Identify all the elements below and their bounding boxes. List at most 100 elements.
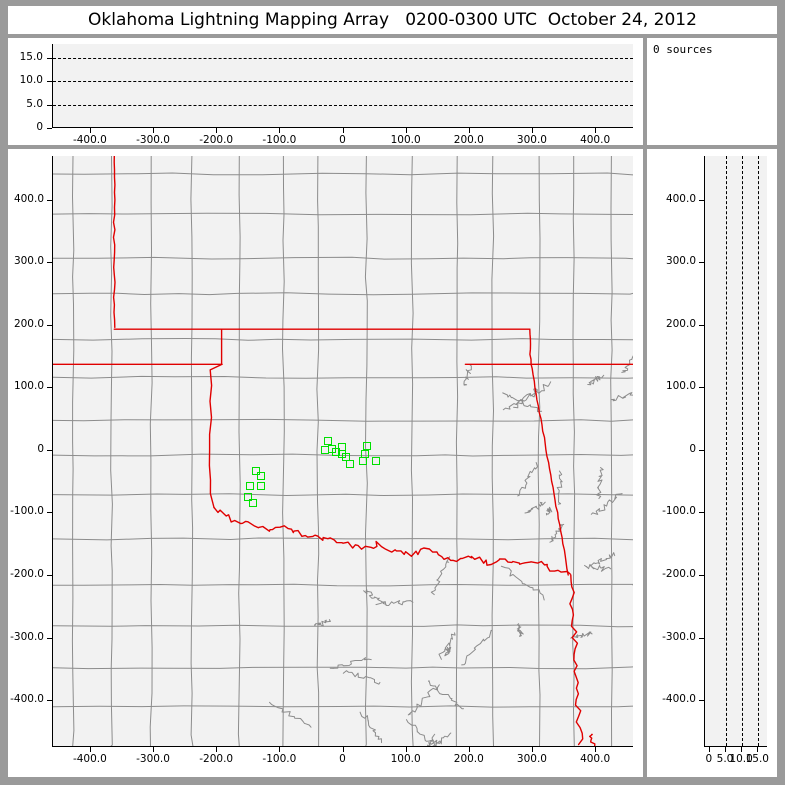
axis-tick-mark — [89, 747, 91, 752]
y-tick-label: -100.0 — [662, 505, 696, 518]
gridline — [53, 104, 633, 106]
axis-tick-mark — [279, 128, 281, 133]
axis-tick-mark — [757, 747, 759, 752]
east-west-height-panel: -400.0 -300.0 -200.0 -100.0 0 100.0 200.0 300.0… — [647, 149, 777, 777]
y-tick-label: -300.0 — [662, 630, 696, 643]
axis-tick-mark — [47, 128, 52, 129]
page-title: Oklahoma Lightning Mapping Array 0200-03… — [88, 10, 697, 30]
axis-tick-mark — [699, 199, 704, 201]
axis-tick-mark — [595, 128, 597, 133]
source-marker — [345, 460, 354, 469]
axis-tick-mark — [279, 747, 281, 752]
gridline — [742, 156, 744, 746]
axis-tick-mark — [47, 449, 52, 451]
x-tick-label: -400.0 — [72, 134, 107, 146]
y-tick-label: -200.0 — [10, 568, 44, 581]
axis-tick-mark — [405, 128, 407, 133]
axis-tick-mark — [47, 637, 52, 639]
x-tick-label: -200.0 — [199, 753, 234, 765]
axis-tick-mark — [47, 575, 52, 577]
axis-tick-mark — [699, 449, 704, 451]
y-tick-label: -200.0 — [662, 568, 696, 581]
x-tick-label: -300.0 — [136, 753, 170, 765]
x-tick-label: 300.0 — [516, 134, 547, 146]
map-panel: -400.0 -300.0 -200.0 -100.0 0 100.0 200.0 300.0… — [8, 149, 643, 777]
x-tick-label: 10.0 — [729, 753, 753, 765]
source-marker — [359, 457, 368, 466]
source-marker — [246, 481, 255, 490]
axis-tick-mark — [699, 262, 704, 264]
y-tick-label: 5.0 — [26, 97, 43, 110]
x-tick-label: 300.0 — [516, 753, 547, 765]
y-tick-label: 300.0 — [13, 255, 44, 268]
source-count-label: 0 sources — [653, 43, 713, 56]
axis-tick-mark — [89, 128, 91, 133]
x-tick-label: -200.0 — [199, 134, 234, 146]
source-marker — [362, 441, 371, 450]
axis-tick-mark — [699, 512, 704, 514]
x-tick-label: -300.0 — [136, 134, 170, 146]
source-marker — [249, 499, 258, 508]
axis-tick-mark — [699, 700, 704, 702]
axis-tick-mark — [468, 747, 470, 752]
y-tick-label: 400.0 — [665, 192, 696, 205]
x-tick-label: 200.0 — [453, 134, 484, 146]
x-tick-label: 100.0 — [390, 134, 421, 146]
axis-tick-mark — [699, 387, 704, 389]
x-tick-label: 15.0 — [745, 753, 769, 765]
east-west-height-plot-area[interactable] — [704, 156, 767, 747]
source-marker — [331, 448, 340, 457]
axis-tick-mark — [153, 747, 155, 752]
axis-tick-mark — [153, 128, 155, 133]
title-bar: Oklahoma Lightning Mapping Array 0200-03… — [8, 6, 777, 34]
axis-tick-mark — [342, 128, 344, 133]
y-tick-label: 400.0 — [13, 192, 44, 205]
y-tick-label: -400.0 — [662, 693, 696, 706]
axis-tick-mark — [342, 747, 344, 752]
axis-tick-mark — [468, 128, 470, 133]
x-tick-label: 0 — [339, 134, 346, 146]
axis-tick-mark — [595, 747, 597, 752]
axis-tick-mark — [47, 104, 52, 106]
map-plot-area[interactable] — [52, 156, 633, 747]
axis-tick-mark — [47, 262, 52, 264]
axis-tick-mark — [741, 747, 743, 752]
y-tick-label: 0 — [36, 121, 43, 133]
axis-tick-mark — [47, 512, 52, 514]
axis-tick-mark — [216, 128, 218, 133]
y-tick-label: 200.0 — [665, 317, 696, 330]
y-tick-label: 10.0 — [19, 74, 43, 87]
x-tick-label: -100.0 — [262, 134, 297, 146]
y-tick-label: 300.0 — [665, 255, 696, 268]
x-tick-label: 0 — [705, 753, 713, 765]
time-height-plot-area[interactable] — [52, 44, 633, 128]
source-marker — [252, 466, 261, 475]
axis-tick-mark — [216, 747, 218, 752]
x-tick-label: 0 — [339, 753, 346, 765]
x-tick-label: 5.0 — [716, 753, 734, 765]
axis-tick-mark — [47, 81, 52, 83]
y-tick-label: 0 — [689, 442, 696, 455]
source-marker — [372, 456, 381, 465]
x-tick-label: 100.0 — [390, 753, 421, 765]
y-tick-label: -100.0 — [10, 505, 44, 518]
y-tick-label: 100.0 — [665, 380, 696, 393]
axis-tick-mark — [47, 387, 52, 389]
map-geography — [53, 156, 633, 746]
x-tick-label: -100.0 — [262, 753, 297, 765]
axis-tick-mark — [708, 747, 710, 752]
x-tick-label: 200.0 — [453, 753, 484, 765]
source-count-panel: 0 sources — [647, 38, 777, 145]
gridline — [53, 58, 633, 59]
axis-tick-mark — [47, 700, 52, 702]
y-tick-label: -300.0 — [10, 630, 44, 643]
x-tick-label: 400.0 — [580, 134, 611, 146]
axis-tick-mark — [531, 747, 533, 752]
axis-tick-mark — [405, 747, 407, 752]
source-marker — [256, 482, 265, 491]
axis-tick-mark — [531, 128, 533, 133]
y-tick-label: 15.0 — [19, 51, 43, 63]
axis-tick-mark — [699, 324, 704, 326]
x-tick-label: 400.0 — [580, 753, 611, 765]
axis-tick-mark — [699, 637, 704, 639]
